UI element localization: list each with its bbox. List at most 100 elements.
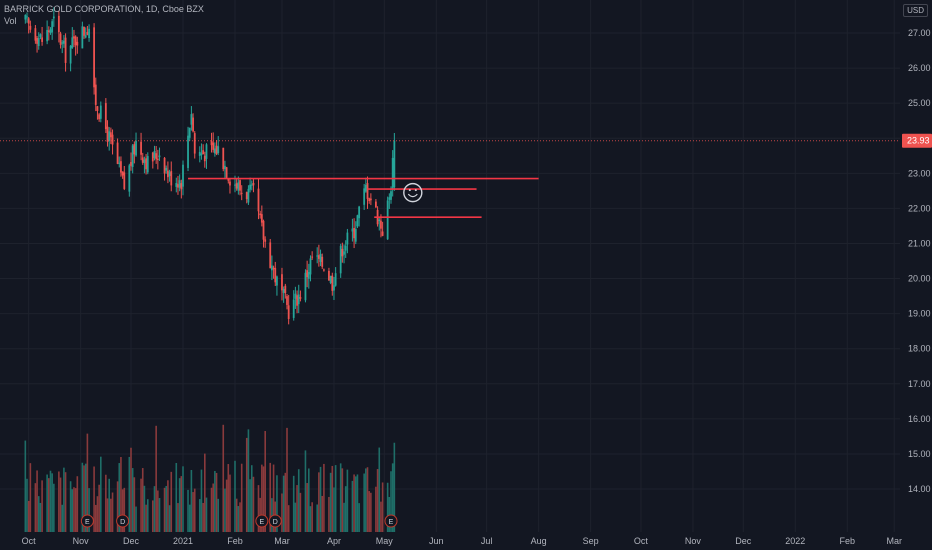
volume-bar xyxy=(235,498,238,532)
volume-bar xyxy=(363,473,365,532)
volume-bar xyxy=(224,488,226,532)
candle-body xyxy=(104,103,107,130)
candle-body xyxy=(351,228,354,232)
volume-bar xyxy=(391,463,394,532)
candle-body xyxy=(262,220,265,240)
time-tick-label: Sep xyxy=(583,536,599,546)
candle-body xyxy=(260,214,263,223)
candle-body xyxy=(390,191,392,200)
time-tick-label: Mar xyxy=(274,536,290,546)
candle-body xyxy=(297,294,300,305)
marker-circle xyxy=(268,514,282,528)
candle-body xyxy=(170,171,173,186)
candle-body xyxy=(146,156,149,173)
candle-body xyxy=(369,198,372,201)
earnings-marker[interactable]: E xyxy=(384,514,398,528)
volume-bar xyxy=(341,468,344,532)
dividend-marker[interactable]: D xyxy=(268,514,282,528)
volume-bar xyxy=(381,482,384,532)
volume-bar xyxy=(190,469,193,532)
volume-bar xyxy=(170,471,173,532)
candle-body xyxy=(363,188,366,205)
volume-bar xyxy=(214,470,216,532)
candle-body xyxy=(225,167,228,178)
volume-bar xyxy=(39,502,42,532)
volume-bar xyxy=(264,431,266,532)
candle-body xyxy=(331,275,334,291)
volume-bar xyxy=(354,476,357,532)
volume-bar xyxy=(321,495,324,532)
currency-badge[interactable]: USD xyxy=(903,4,928,17)
candle-body xyxy=(286,296,288,305)
candle-body xyxy=(163,157,166,174)
candle-body xyxy=(182,164,184,187)
candle-body xyxy=(217,146,220,154)
marker-circle xyxy=(384,514,398,528)
candle-body xyxy=(329,275,332,283)
dividend-marker[interactable]: D xyxy=(116,514,130,528)
time-tick-label: 2021 xyxy=(173,536,193,546)
volume-bar xyxy=(229,474,231,532)
candle-body xyxy=(252,182,255,186)
drawings[interactable] xyxy=(188,177,539,218)
candle-body xyxy=(81,26,84,49)
price-tick-label: 14.00 xyxy=(908,484,931,494)
price-tick-label: 15.00 xyxy=(908,449,931,459)
volume-bar xyxy=(237,506,240,532)
time-tick-label: Dec xyxy=(123,536,140,546)
volume-bar xyxy=(121,489,124,532)
candle-body xyxy=(190,114,193,125)
candle-body xyxy=(307,272,310,279)
candle-body xyxy=(49,29,52,33)
price-axis[interactable]: 27.0026.0025.0024.0023.0022.0021.0020.00… xyxy=(900,0,932,550)
price-tick-label: 20.00 xyxy=(908,274,931,284)
candle-body xyxy=(47,30,50,33)
grid xyxy=(0,0,900,532)
candle-body xyxy=(61,42,64,44)
volume-bar xyxy=(118,463,121,532)
candle-body xyxy=(88,28,90,39)
candle-body xyxy=(120,161,122,173)
volume-bar xyxy=(282,475,285,532)
candle-body xyxy=(229,181,231,186)
candle-body xyxy=(175,183,178,187)
volume-bar xyxy=(76,476,79,532)
volume-bar xyxy=(245,437,248,532)
time-tick-label: Oct xyxy=(634,536,649,546)
candle-body xyxy=(41,37,43,42)
volume-bar xyxy=(393,442,396,532)
candle-body xyxy=(222,147,225,170)
volume-bar xyxy=(294,502,297,532)
marker-label: D xyxy=(120,519,125,526)
candle-body xyxy=(178,180,181,188)
volume-bar xyxy=(152,500,154,532)
earnings-marker[interactable]: E xyxy=(255,514,269,528)
volume-bar xyxy=(292,475,295,532)
volume-bar xyxy=(61,504,64,532)
candle-body xyxy=(257,188,260,212)
candle-body xyxy=(83,26,85,36)
volume-bar xyxy=(297,469,300,532)
candle-body xyxy=(296,295,298,306)
time-tick-label: Feb xyxy=(840,536,856,546)
candle-body xyxy=(76,41,79,46)
volume-label: Vol xyxy=(4,16,17,26)
volume-bar xyxy=(165,485,168,532)
candle-body xyxy=(94,84,97,105)
volume-bar xyxy=(376,469,379,532)
candle-body xyxy=(212,142,215,150)
candle-body xyxy=(272,267,275,270)
volume-bar xyxy=(346,469,349,532)
volume-bar xyxy=(388,496,391,532)
candle-body xyxy=(153,150,156,159)
volume-bar xyxy=(130,447,132,532)
time-axis[interactable]: Oct Nov Dec 2021 Feb Mar Apr May Jun Jul Aug Sep Oct… xyxy=(22,536,902,546)
volume-bar xyxy=(204,453,206,532)
earnings-marker[interactable]: E xyxy=(80,514,94,528)
volume-bar xyxy=(192,492,194,532)
candle-body xyxy=(84,35,87,38)
marker-label: E xyxy=(260,519,265,526)
price-tick-label: 17.00 xyxy=(908,379,931,389)
